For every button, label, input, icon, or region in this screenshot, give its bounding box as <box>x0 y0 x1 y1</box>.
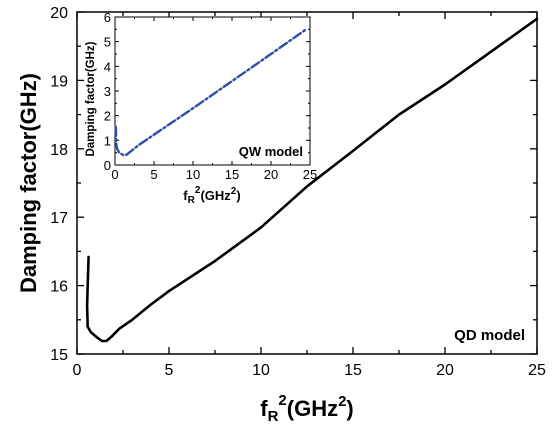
inset-y-tick-label: 1 <box>104 133 111 148</box>
main-x-tick-label: 5 <box>165 362 174 379</box>
main-y-tick-label: 15 <box>50 347 68 364</box>
inset-x-label-base: f <box>183 188 188 203</box>
main-y-axis-label: Damping factor(GHz) <box>16 73 41 293</box>
inset-series-line <box>114 28 308 157</box>
inset-x-label-unit-pre: (GHz <box>200 188 231 203</box>
main-y-tick-label: 19 <box>50 73 68 90</box>
inset-background <box>115 17 310 165</box>
inset-x-label-sub: R <box>188 195 196 206</box>
main-y-tick-label: 17 <box>50 210 68 227</box>
inset-ticks: 0 5 10 15 20 25 0 1 2 3 4 5 6 <box>104 10 317 182</box>
inset-series <box>114 28 308 157</box>
main-x-tick-label: 25 <box>528 362 546 379</box>
inset-x-label-unit-post: ) <box>236 188 240 203</box>
main-x-tick-label: 20 <box>436 362 454 379</box>
main-x-label-unit-sup: 2 <box>338 393 346 410</box>
inset-x-tick-label: 10 <box>186 167 200 182</box>
main-x-label-sub: R <box>268 408 279 425</box>
main-x-tick-label: 15 <box>344 362 362 379</box>
inset-y-tick-label: 3 <box>104 84 111 99</box>
main-series-line <box>85 17 539 343</box>
inset-x-label-unit-sup: 2 <box>231 186 237 197</box>
main-y-tick-label: 18 <box>50 142 68 159</box>
inset-x-label-sup: 2 <box>195 185 201 196</box>
inset-y-tick-label: 0 <box>104 158 111 173</box>
inset-x-tick-label: 0 <box>111 167 118 182</box>
main-x-label-base: f <box>260 396 268 421</box>
inset-x-tick-label: 5 <box>150 167 157 182</box>
inset-y-axis-label: Damping factor(GHz) <box>85 41 97 156</box>
main-y-tick-label: 16 <box>50 279 68 296</box>
qw-model-annotation: QW model <box>239 144 303 159</box>
inset-y-tick-label: 2 <box>104 109 111 124</box>
main-x-label-unit-post: ) <box>346 396 353 421</box>
inset-x-tick-label: 25 <box>303 167 317 182</box>
main-x-label-unit-pre: (GHz <box>287 396 338 421</box>
main-x-tick-label: 0 <box>73 362 82 379</box>
inset-x-tick-label: 20 <box>264 167 278 182</box>
inset-x-tick-label: 15 <box>225 167 239 182</box>
main-y-tick-label: 20 <box>50 5 68 22</box>
main-x-tick-label: 10 <box>252 362 270 379</box>
inset-y-tick-label: 4 <box>104 59 111 74</box>
main-x-label-sup: 2 <box>278 392 286 409</box>
qd-model-annotation: QD model <box>454 327 525 344</box>
inset-y-tick-label: 6 <box>104 10 111 25</box>
main-series <box>85 17 539 343</box>
inset-y-tick-label: 5 <box>104 35 111 50</box>
main-x-axis-label: fR2(GHz2) <box>260 392 354 425</box>
inset-x-axis-label: fR2(GHz2) <box>183 185 240 206</box>
